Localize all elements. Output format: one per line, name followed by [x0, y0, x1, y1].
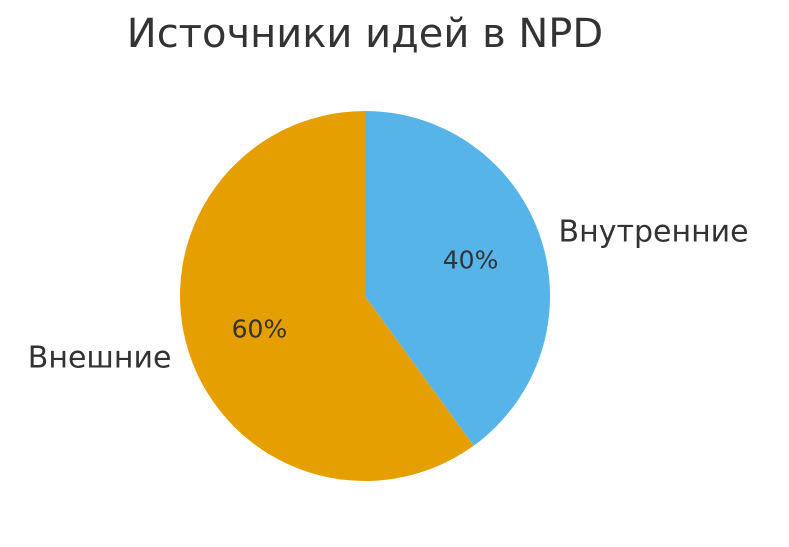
slice-label: Внешние	[28, 340, 172, 375]
value-label: 40%	[443, 246, 499, 275]
chart-title: Источники идей в NPD	[127, 11, 603, 57]
value-label: 60%	[232, 314, 288, 343]
pie-slice	[365, 111, 551, 446]
pie-slice	[180, 111, 474, 481]
slice-label: Внутренние	[559, 215, 749, 250]
